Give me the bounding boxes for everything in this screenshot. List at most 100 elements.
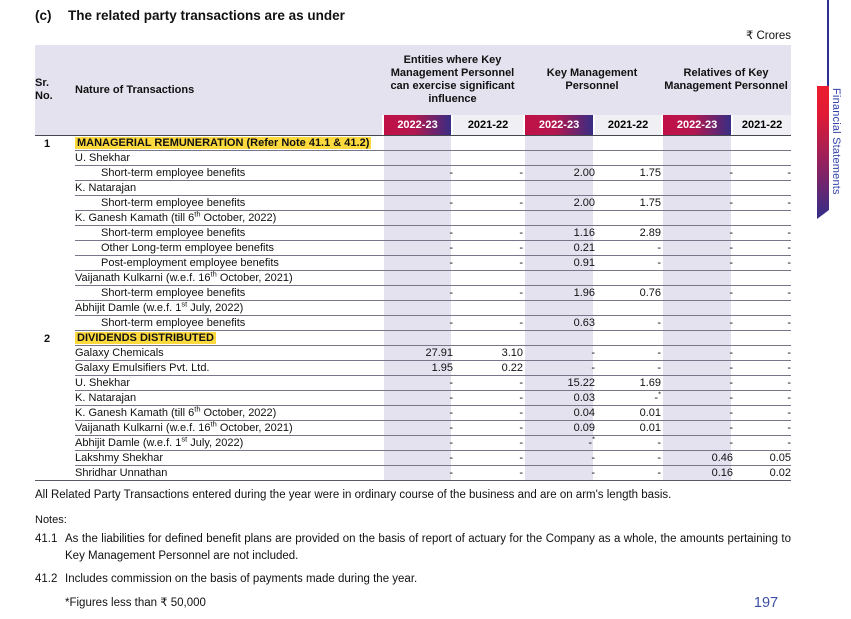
cell-value <box>382 136 453 151</box>
cell-nature-of-transaction: Vaijanath Kulkarni (w.e.f. 16th October,… <box>75 421 382 436</box>
cell-value <box>453 331 524 346</box>
cell-value: - <box>733 406 792 421</box>
year-header-2022-23: 2022-23 <box>382 115 453 136</box>
cell-value <box>595 181 662 196</box>
cell-sr-no <box>35 241 75 256</box>
cell-value <box>523 151 596 166</box>
cell-sr-no <box>35 391 75 406</box>
cell-value: - <box>733 166 792 181</box>
cell-value <box>595 301 662 316</box>
cell-value: - <box>661 226 734 241</box>
cell-value: - <box>382 466 453 481</box>
cell-value: - <box>595 436 662 451</box>
cell-value: - <box>661 406 734 421</box>
sr-header-line1: Sr. <box>35 77 50 89</box>
cell-value: - <box>453 391 524 406</box>
cell-value: 0.76 <box>595 286 662 301</box>
cell-value: 2.00 <box>523 166 596 181</box>
cell-sr-no <box>35 286 75 301</box>
note-41-2-number: 41.2 <box>35 573 58 585</box>
cell-value: 0.02 <box>733 466 792 481</box>
notes-label: Notes: <box>35 514 67 526</box>
cell-sr-no <box>35 316 75 331</box>
note-41-2: 41.2 Includes commission on the basis of … <box>35 571 791 588</box>
cell-value <box>523 181 596 196</box>
cell-nature-of-transaction: U. Shekhar <box>75 376 382 391</box>
cell-value: 1.96 <box>523 286 596 301</box>
title-prefix: (c) <box>35 8 52 23</box>
cell-value: - <box>661 421 734 436</box>
cell-sr-no <box>35 166 75 181</box>
cell-value: - <box>382 241 453 256</box>
cell-value: - <box>453 376 524 391</box>
cell-value: 1.16 <box>523 226 596 241</box>
cell-sr-no <box>35 346 75 361</box>
cell-value <box>382 211 453 226</box>
cell-value <box>661 301 734 316</box>
year-header-2022-23: 2022-23 <box>661 115 734 136</box>
cell-value <box>733 271 792 286</box>
table-row: Galaxy Chemicals 27.91 3.10- - - - <box>35 346 792 361</box>
cell-sr-no <box>35 406 75 421</box>
cell-value: 0.04 <box>523 406 596 421</box>
year-header-2021-22: 2021-22 <box>595 115 662 136</box>
cell-value: - <box>661 316 734 331</box>
cell-sr-no: 2 <box>44 332 51 345</box>
cell-value: - <box>453 196 524 211</box>
table-row: 2 DIVIDENDS DISTRIBUTED <box>35 331 792 346</box>
column-group-entities-significant-influence: Entities where Key Management Personnel … <box>382 45 524 115</box>
cell-value: - <box>382 421 453 436</box>
cell-value: 0.03 <box>523 391 596 406</box>
cell-value: - <box>453 166 524 181</box>
cell-value: - <box>733 376 792 391</box>
cell-value: 0.21 <box>523 241 596 256</box>
cell-value: - <box>595 241 662 256</box>
cell-sr-no <box>35 376 75 391</box>
cell-value: - <box>453 286 524 301</box>
cell-value: 0.22 <box>453 361 524 376</box>
cell-nature-of-transaction: Abhijit Damle (w.e.f. 1st July, 2022) <box>75 301 382 316</box>
cell-sr-no <box>35 451 75 466</box>
cell-value: - <box>661 166 734 181</box>
cell-sr-no <box>35 226 75 241</box>
cell-value: - <box>733 226 792 241</box>
cell-value: - <box>661 376 734 391</box>
cell-sr-no <box>35 151 75 166</box>
cell-value: -* <box>523 435 596 451</box>
cell-value: 0.16 <box>661 466 734 481</box>
cell-value: - <box>661 196 734 211</box>
cell-value: - <box>382 316 453 331</box>
cell-value: 0.05 <box>733 451 792 466</box>
cell-value: - <box>382 166 453 181</box>
page-number: 197 <box>753 595 779 611</box>
section-ribbon <box>817 86 829 219</box>
cell-nature-of-transaction: Galaxy Chemicals <box>75 346 382 361</box>
table-row: Other Long-term employee benefits - -0.21-… <box>35 241 792 256</box>
arms-length-statement: All Related Party Transactions entered d… <box>35 489 672 501</box>
cell-value <box>595 151 662 166</box>
figures-footnote: *Figures less than ₹ 50,000 <box>65 597 206 609</box>
sidebar-vertical-line <box>827 0 829 87</box>
cell-nature-of-transaction: K. Ganesh Kamath (till 6th October, 2022… <box>75 406 382 421</box>
cell-nature-of-transaction: Galaxy Emulsifiers Pvt. Ltd. <box>75 361 382 376</box>
cell-value <box>595 331 662 346</box>
cell-value: - <box>523 346 596 361</box>
cell-value: - <box>595 361 662 376</box>
cell-value: - <box>595 256 662 271</box>
cell-value: 1.69 <box>595 376 662 391</box>
table-row: Lakshmy Shekhar - - - -0.46 0.05 <box>35 451 792 466</box>
cell-value: - <box>382 196 453 211</box>
cell-value: - <box>595 451 662 466</box>
cell-value: 0.01 <box>595 421 662 436</box>
cell-value <box>523 271 596 286</box>
cell-value: - <box>382 451 453 466</box>
cell-nature-of-transaction: K. Ganesh Kamath (till 6th October, 2022… <box>75 211 382 226</box>
cell-value: 15.22 <box>523 376 596 391</box>
year-header-2022-23: 2022-23 <box>523 115 596 136</box>
year-header-2021-22: 2021-22 <box>453 115 524 136</box>
cell-nature-of-transaction: Short-term employee benefits <box>75 226 382 241</box>
cell-value <box>733 181 792 196</box>
cell-value: - <box>733 316 792 331</box>
cell-value: 0.01 <box>595 406 662 421</box>
cell-value: - <box>733 391 792 406</box>
